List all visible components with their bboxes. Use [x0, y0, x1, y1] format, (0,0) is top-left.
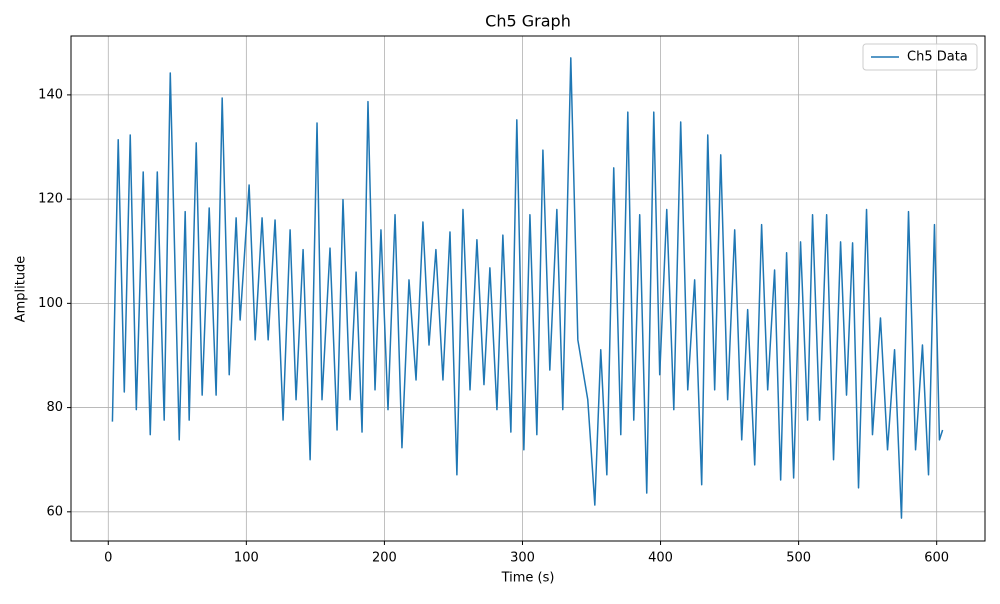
y-tick-label: 120: [38, 192, 63, 207]
y-tick-label: 80: [46, 400, 63, 415]
data-line: [111, 57, 944, 519]
x-axis-label: Time (s): [501, 571, 555, 586]
y-tick-label: 100: [38, 296, 63, 311]
y-tick-label: 60: [46, 504, 63, 519]
x-tick-label: 100: [234, 551, 259, 566]
y-axis-label: Amplitude: [14, 256, 29, 323]
x-tick-label: 400: [648, 551, 673, 566]
chart-title: Ch5 Graph: [485, 12, 571, 31]
legend-box: [862, 43, 978, 71]
x-tick-label: 0: [104, 551, 112, 566]
legend-label: Ch5 Data: [907, 50, 968, 65]
y-tick-label: 140: [38, 87, 63, 102]
x-tick-label: 300: [510, 551, 535, 566]
plot-frame: [70, 35, 986, 542]
x-tick-label: 200: [372, 551, 397, 566]
x-tick-label: 500: [786, 551, 811, 566]
x-tick-label: 600: [924, 551, 949, 566]
